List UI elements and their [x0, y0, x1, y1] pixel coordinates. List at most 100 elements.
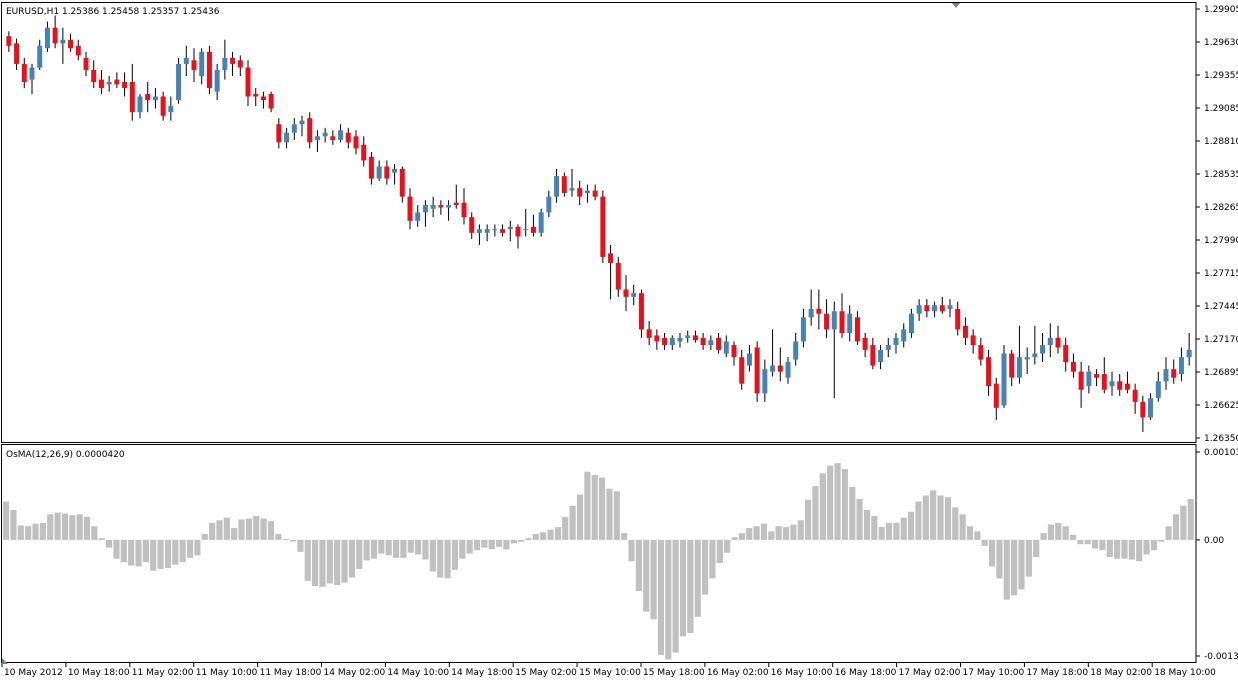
candle[interactable] — [52, 15, 58, 49]
candle[interactable] — [685, 330, 691, 343]
candle[interactable] — [716, 333, 722, 354]
candle[interactable] — [368, 152, 374, 185]
candle[interactable] — [646, 320, 652, 346]
candle[interactable] — [708, 335, 714, 350]
candle[interactable] — [422, 200, 428, 227]
candle[interactable] — [137, 94, 143, 119]
candle[interactable] — [446, 200, 452, 221]
candle[interactable] — [469, 212, 475, 239]
candle[interactable] — [83, 51, 89, 76]
candle[interactable] — [1094, 369, 1100, 387]
candle[interactable] — [955, 301, 961, 336]
candle[interactable] — [191, 48, 197, 83]
candle[interactable] — [731, 341, 737, 366]
candle[interactable] — [1055, 325, 1061, 354]
candle[interactable] — [392, 164, 398, 185]
candle[interactable] — [970, 329, 976, 354]
candle[interactable] — [839, 293, 845, 338]
candle[interactable] — [222, 39, 228, 80]
candle[interactable] — [284, 127, 290, 149]
candle[interactable] — [21, 57, 27, 89]
candle[interactable] — [500, 224, 506, 237]
candle[interactable] — [1040, 333, 1046, 362]
candle[interactable] — [453, 184, 459, 209]
candle[interactable] — [314, 130, 320, 152]
candle[interactable] — [291, 118, 297, 140]
candle[interactable] — [415, 205, 421, 227]
candle[interactable] — [669, 335, 675, 350]
candle[interactable] — [908, 308, 914, 338]
candle[interactable] — [1047, 323, 1053, 358]
candle[interactable] — [44, 21, 50, 52]
candle[interactable] — [1155, 371, 1161, 402]
candle[interactable] — [561, 172, 567, 197]
candle[interactable] — [662, 333, 668, 350]
candle[interactable] — [924, 299, 930, 318]
candle[interactable] — [407, 188, 413, 230]
candle[interactable] — [299, 115, 305, 137]
candle[interactable] — [901, 323, 907, 348]
candle[interactable] — [338, 124, 344, 143]
candle[interactable] — [862, 333, 868, 358]
candle[interactable] — [1186, 333, 1192, 366]
candle[interactable] — [29, 63, 35, 95]
candle[interactable] — [176, 57, 182, 104]
candle[interactable] — [878, 345, 884, 370]
candle[interactable] — [569, 168, 575, 197]
candle[interactable] — [230, 51, 236, 76]
candle[interactable] — [947, 299, 953, 318]
candle[interactable] — [993, 377, 999, 420]
candle[interactable] — [461, 188, 467, 225]
candle[interactable] — [361, 136, 367, 167]
candle[interactable] — [577, 180, 583, 206]
candle[interactable] — [615, 256, 621, 297]
candle[interactable] — [816, 289, 822, 330]
candle[interactable] — [376, 160, 382, 181]
candle[interactable] — [800, 308, 806, 348]
candle[interactable] — [345, 127, 351, 149]
candle[interactable] — [1001, 345, 1007, 408]
candle[interactable] — [530, 214, 536, 237]
candle[interactable] — [762, 359, 768, 402]
candle[interactable] — [1124, 371, 1130, 394]
candle[interactable] — [114, 72, 120, 89]
candle[interactable] — [199, 48, 205, 85]
candle[interactable] — [384, 160, 390, 185]
osma-panel[interactable] — [3, 463, 1194, 660]
candle[interactable] — [237, 55, 243, 76]
candle[interactable] — [939, 296, 945, 314]
candle[interactable] — [1117, 374, 1123, 396]
candle[interactable] — [677, 333, 683, 348]
candle[interactable] — [214, 63, 220, 101]
candle[interactable] — [145, 82, 151, 113]
shift-marker-icon[interactable] — [952, 3, 960, 8]
candle[interactable] — [1101, 357, 1107, 394]
candle[interactable] — [1016, 325, 1022, 384]
candle[interactable] — [1009, 349, 1015, 387]
candle[interactable] — [68, 33, 74, 52]
candle[interactable] — [307, 112, 313, 149]
candle[interactable] — [1148, 393, 1154, 420]
candle[interactable] — [276, 118, 282, 149]
candle[interactable] — [129, 63, 135, 121]
candle[interactable] — [692, 330, 698, 343]
candle[interactable] — [631, 284, 637, 306]
candle[interactable] — [623, 275, 629, 312]
candle[interactable] — [430, 196, 436, 218]
candle[interactable] — [60, 27, 66, 64]
candle[interactable] — [1070, 353, 1076, 378]
candle[interactable] — [1024, 347, 1030, 375]
candle[interactable] — [793, 333, 799, 366]
candle[interactable] — [893, 333, 899, 354]
candle[interactable] — [654, 329, 660, 350]
candle[interactable] — [847, 305, 853, 342]
candle[interactable] — [824, 299, 830, 338]
candle[interactable] — [1163, 357, 1169, 390]
candle[interactable] — [1086, 365, 1092, 394]
candle[interactable] — [268, 91, 274, 113]
candle[interactable] — [183, 45, 189, 76]
candle[interactable] — [592, 184, 598, 201]
candle[interactable] — [870, 337, 876, 370]
candle[interactable] — [399, 166, 405, 203]
